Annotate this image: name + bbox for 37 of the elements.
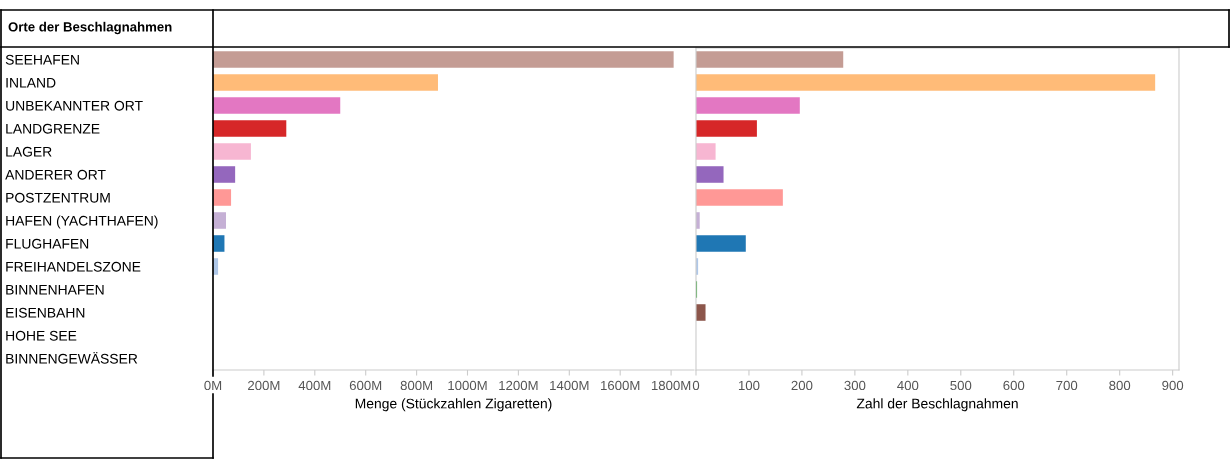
- x-tick-label: 1000M: [448, 380, 487, 391]
- x-tick-label: 200M: [248, 380, 280, 391]
- x-tick-label: 100: [738, 380, 760, 391]
- x-tick-label: 800M: [400, 380, 433, 391]
- y-tick-label: INLAND: [6, 77, 56, 88]
- x-tick-label: 400: [897, 380, 919, 391]
- y-tick-label: EISENBAHN: [6, 307, 85, 318]
- x-tick-label: 0M: [204, 380, 222, 391]
- x-tick-label: 400M: [298, 380, 331, 391]
- x-tick-label: 1400M: [550, 380, 589, 391]
- x-tick-label: 600: [1003, 380, 1025, 391]
- x-tick-label: 500: [950, 380, 972, 391]
- x-tick-label: 600M: [349, 380, 382, 391]
- y-tick-label: BINNENGEWÄSSER: [6, 351, 138, 364]
- y-tick-label: ANDERER ORT: [5, 169, 106, 180]
- y-tick-label: UNBEKANNTER ORT: [6, 100, 143, 111]
- y-tick-label: LAGER: [6, 146, 52, 157]
- x-tick-label: 1600M: [601, 380, 640, 391]
- y-tick-label: FLUGHAFEN: [6, 238, 89, 249]
- x-axis-title: Zahl der Beschlagnahmen: [856, 398, 1018, 412]
- y-tick-label: HAFEN (YACHTHAFEN): [6, 215, 158, 229]
- x-tick-label: 1200M: [499, 380, 538, 391]
- x-tick-label: 200: [791, 380, 813, 391]
- y-tick-label: LANDGRENZE: [6, 123, 100, 134]
- text: Orte der Beschlagnahmen: [8, 21, 172, 35]
- y-tick-label: FREIHANDELSZONE: [6, 261, 141, 272]
- x-axis-title: Menge (Stückzahlen Zigaretten): [355, 398, 552, 412]
- y-tick-label: POSTZENTRUM: [6, 192, 110, 203]
- y-tick-label: BINNENHAFEN: [6, 284, 104, 295]
- x-tick-label: 300: [844, 380, 866, 391]
- x-tick-label: 1800M: [651, 380, 691, 391]
- x-tick-label: 700: [1056, 380, 1078, 391]
- y-tick-label: SEEHAFEN: [5, 54, 79, 65]
- x-tick-label: 0: [692, 380, 700, 391]
- x-tick-label: 900: [1162, 380, 1184, 391]
- x-tick-label: 800: [1109, 380, 1131, 391]
- y-tick-label: HOHE SEE: [6, 330, 77, 341]
